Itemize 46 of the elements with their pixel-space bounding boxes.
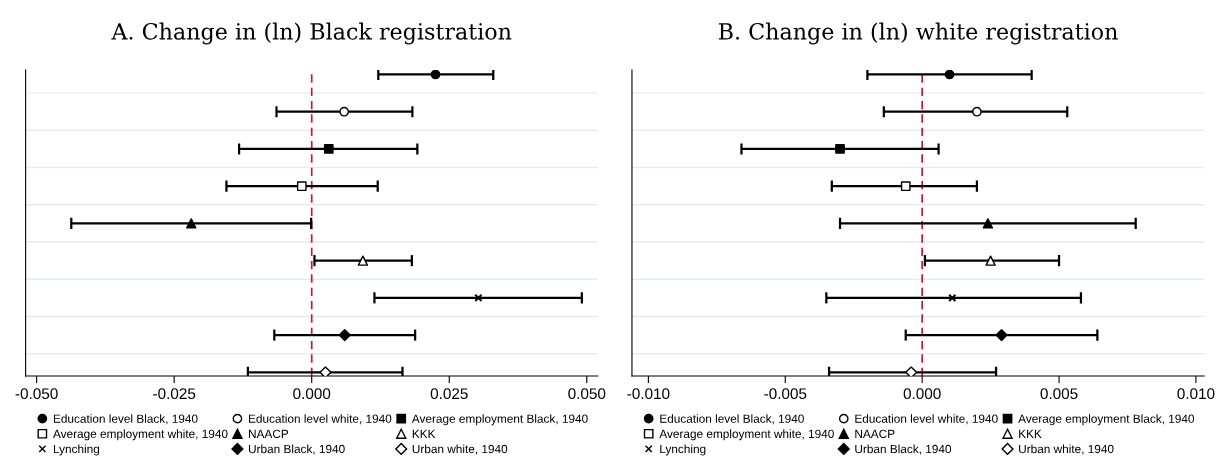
x-tick-label: -0.005 [764, 388, 807, 400]
legend-label: Urban white, 1940 [1019, 444, 1114, 455]
x-tick-label: -0.025 [153, 388, 196, 400]
chart-title: B. Change in (ln) white registration [718, 22, 1118, 45]
point [296, 181, 307, 192]
legend-label: Average employment white, 1940 [659, 429, 834, 441]
legend-label: NAACP [249, 429, 289, 439]
x-tick-label: 0.050 [568, 388, 606, 400]
point [319, 366, 332, 377]
legend-label: Average employment Black, 1940 [411, 414, 588, 426]
legend-label: KKK [1019, 429, 1042, 438]
point [357, 255, 369, 266]
point [972, 106, 982, 117]
x-tick-label: 0.005 [1040, 388, 1078, 400]
legend-label: Urban Black, 1940 [855, 444, 952, 455]
x-tick-label: 0.000 [903, 388, 941, 400]
legend-label: Education level Black, 1940 [53, 414, 198, 425]
legend-label: Urban Black, 1940 [248, 444, 345, 455]
x-tick-label: -0.050 [15, 388, 58, 400]
point [323, 144, 334, 154]
point [430, 70, 441, 80]
point [338, 328, 351, 342]
legend-label: Urban white, 1940 [412, 444, 508, 455]
x-tick-label: 0.010 [1177, 388, 1215, 400]
legend-label: Education level Black, 1940 [660, 414, 804, 425]
point [905, 366, 918, 377]
legend-label: KKK [412, 429, 436, 438]
point [985, 255, 996, 266]
point [186, 218, 197, 229]
legend-label: Education level white, 1940 [249, 414, 392, 425]
legend-label: NAACP [855, 429, 895, 439]
point [944, 70, 955, 80]
x-tick-label: -0.010 [627, 388, 670, 400]
point [339, 106, 350, 117]
legend-label: Average employment white, 1940 [53, 429, 228, 441]
legend-label: Education level white, 1940 [855, 414, 998, 425]
x-tick-label: 0.025 [430, 388, 468, 400]
legend-label: Lynching [660, 444, 706, 456]
point [995, 328, 1008, 342]
legend-label: Average employment Black, 1940 [1018, 414, 1195, 426]
point [900, 181, 911, 192]
chart-title: A. Change in (ln) Black registration [111, 22, 512, 45]
x-tick-label: 0.000 [293, 388, 331, 400]
point [982, 218, 994, 229]
legend-label: Lynching [53, 444, 100, 456]
point [835, 144, 845, 154]
